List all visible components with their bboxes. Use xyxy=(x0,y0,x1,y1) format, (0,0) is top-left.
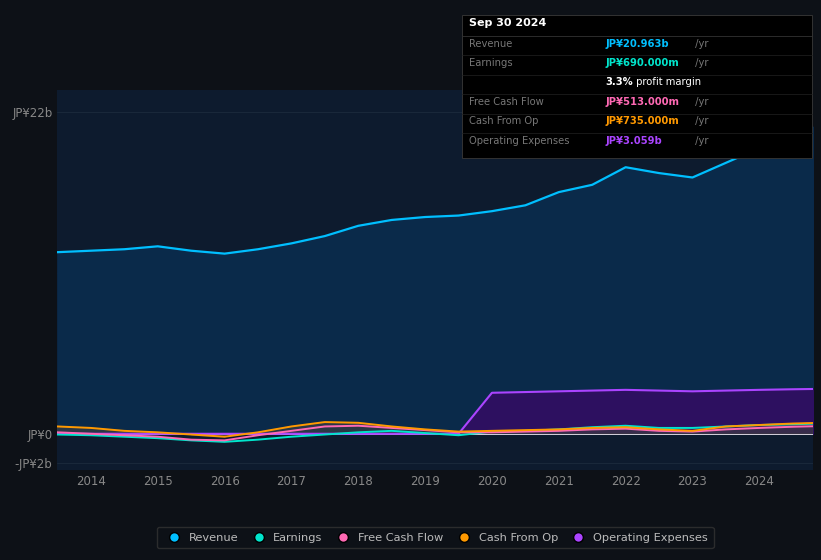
Text: JP¥735.000m: JP¥735.000m xyxy=(606,116,680,127)
Text: JP¥3.059b: JP¥3.059b xyxy=(606,136,663,146)
Text: Earnings: Earnings xyxy=(469,58,512,68)
Text: /yr: /yr xyxy=(692,136,709,146)
Text: 3.3%: 3.3% xyxy=(606,77,634,87)
Text: Revenue: Revenue xyxy=(469,39,512,49)
Text: JP¥513.000m: JP¥513.000m xyxy=(606,97,680,107)
Text: JP¥20.963b: JP¥20.963b xyxy=(606,39,669,49)
Text: /yr: /yr xyxy=(692,58,709,68)
Text: /yr: /yr xyxy=(692,116,709,127)
Text: Sep 30 2024: Sep 30 2024 xyxy=(469,18,546,28)
Text: JP¥690.000m: JP¥690.000m xyxy=(606,58,680,68)
Legend: Revenue, Earnings, Free Cash Flow, Cash From Op, Operating Expenses: Revenue, Earnings, Free Cash Flow, Cash … xyxy=(157,527,713,548)
Text: Free Cash Flow: Free Cash Flow xyxy=(469,97,544,107)
Text: /yr: /yr xyxy=(692,97,709,107)
Text: /yr: /yr xyxy=(692,39,709,49)
Text: Cash From Op: Cash From Op xyxy=(469,116,538,127)
Text: profit margin: profit margin xyxy=(633,77,701,87)
Text: Operating Expenses: Operating Expenses xyxy=(469,136,569,146)
